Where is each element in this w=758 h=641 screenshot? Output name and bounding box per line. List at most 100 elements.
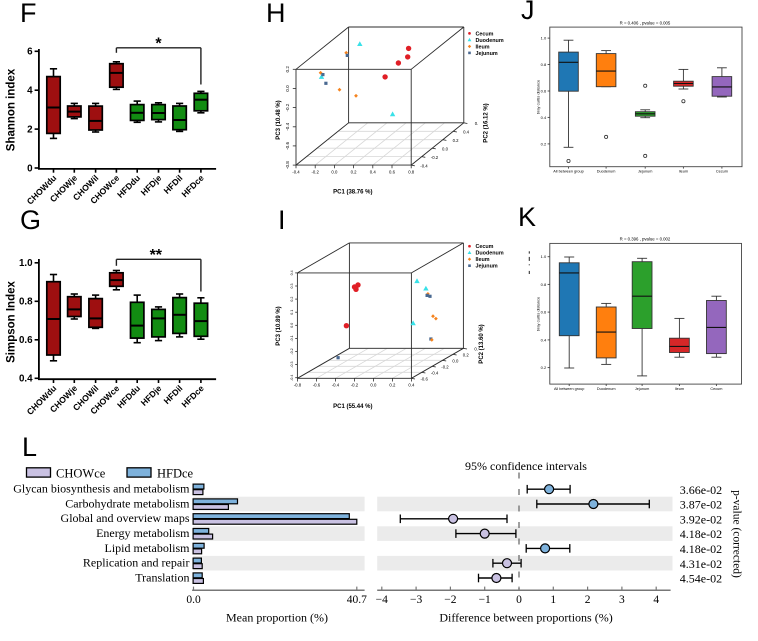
svg-text:0: 0 [516, 594, 522, 606]
svg-text:-0.2: -0.2 [431, 155, 439, 160]
svg-text:-0.4: -0.4 [431, 371, 439, 376]
svg-text:−4: −4 [376, 594, 388, 606]
svg-text:PC3 (10.48 %): PC3 (10.48 %) [276, 100, 282, 139]
svg-text:Carbohydrate metabolism: Carbohydrate metabolism [65, 496, 190, 510]
svg-text:-0.8: -0.8 [294, 383, 302, 388]
svg-text:Energy metabolism: Energy metabolism [96, 526, 190, 540]
svg-text:L: L [22, 432, 37, 462]
svg-text:I: I [278, 205, 286, 235]
svg-text:-0.3: -0.3 [290, 361, 294, 367]
svg-text:0.4: 0.4 [19, 374, 33, 385]
svg-text:-0.2: -0.2 [285, 103, 290, 111]
svg-text:Duodenum: Duodenum [476, 38, 504, 44]
svg-text:1.0: 1.0 [541, 254, 547, 259]
svg-text:2: 2 [27, 125, 33, 136]
svg-text:All between group: All between group [554, 387, 584, 391]
svg-text:HFDje: HFDje [139, 173, 164, 198]
svg-text:Jejunum: Jejunum [476, 51, 498, 57]
svg-text:HFDje: HFDje [139, 383, 164, 408]
svg-text:0.4: 0.4 [290, 270, 294, 275]
svg-text:4.18e-02: 4.18e-02 [680, 527, 722, 541]
svg-text:1: 1 [550, 594, 556, 606]
svg-text:−2: −2 [444, 594, 456, 606]
svg-text:0.2: 0.2 [389, 383, 396, 388]
svg-text:0.0: 0.0 [290, 323, 294, 328]
svg-text:*: * [155, 36, 162, 53]
svg-text:HFDce: HFDce [157, 467, 194, 481]
svg-text:Duodenum: Duodenum [476, 251, 504, 257]
svg-text:0.6: 0.6 [389, 169, 396, 174]
svg-text:0.6: 0.6 [541, 310, 547, 315]
svg-text:3.66e-02: 3.66e-02 [680, 483, 722, 497]
svg-text:0.1: 0.1 [290, 310, 294, 315]
svg-text:Replication and repair: Replication and repair [83, 556, 190, 570]
svg-text:PC2 (16.12 %): PC2 (16.12 %) [484, 103, 490, 142]
svg-text:0.0: 0.0 [285, 85, 290, 92]
svg-text:1.0: 1.0 [541, 36, 547, 41]
svg-text:Duodenum: Duodenum [597, 387, 616, 391]
svg-text:-0.2: -0.2 [441, 365, 449, 370]
svg-text:0.2: 0.2 [453, 138, 460, 143]
svg-text:Simpson Index: Simpson Index [6, 281, 18, 363]
svg-text:0.2: 0.2 [285, 66, 290, 73]
svg-text:G: G [20, 205, 41, 235]
svg-text:K: K [518, 202, 536, 232]
svg-text:4.54e-02: 4.54e-02 [680, 572, 722, 586]
svg-text:0.4: 0.4 [541, 337, 547, 342]
svg-text:0.0: 0.0 [370, 383, 377, 388]
svg-text:Glycan biosynthesis and metabo: Glycan biosynthesis and metabolism [13, 482, 190, 496]
svg-text:4.18e-02: 4.18e-02 [680, 542, 722, 556]
svg-text:HFDdu: HFDdu [115, 173, 142, 200]
svg-text:bray curtis distance: bray curtis distance [536, 79, 541, 114]
svg-text:R = 0.406 , pvalue = 0.005: R = 0.406 , pvalue = 0.005 [620, 20, 671, 25]
svg-text:4.31e-02: 4.31e-02 [680, 557, 722, 571]
svg-text:-0.4: -0.4 [332, 383, 340, 388]
svg-text:HFDce: HFDce [179, 173, 205, 199]
svg-text:Ileum: Ileum [675, 387, 684, 391]
svg-text:Lipid metabolism: Lipid metabolism [105, 541, 191, 555]
svg-text:0.3: 0.3 [290, 284, 294, 289]
svg-text:Cecum: Cecum [710, 387, 722, 391]
svg-text:PC2 (13.60 %): PC2 (13.60 %) [479, 324, 485, 363]
svg-text:-0.6: -0.6 [420, 377, 428, 382]
svg-text:4: 4 [653, 594, 659, 606]
svg-text:HFDdu: HFDdu [115, 383, 142, 410]
svg-text:PC1 (38.76 %): PC1 (38.76 %) [333, 190, 372, 196]
svg-text:0.4: 0.4 [370, 169, 377, 174]
svg-text:0.4: 0.4 [463, 130, 470, 135]
svg-text:-0.2: -0.2 [351, 383, 359, 388]
svg-text:Mean proportion (%): Mean proportion (%) [226, 611, 328, 625]
svg-text:0.4: 0.4 [541, 115, 547, 120]
svg-text:-0.2: -0.2 [290, 348, 294, 354]
svg-text:95% confidence intervals: 95% confidence intervals [465, 459, 587, 473]
svg-text:-0.4: -0.4 [292, 169, 300, 174]
svg-text:Global and overview maps: Global and overview maps [61, 511, 190, 525]
svg-text:0.2: 0.2 [541, 365, 547, 370]
svg-text:Cecum: Cecum [476, 244, 494, 250]
svg-text:2: 2 [585, 594, 591, 606]
svg-text:-0.8: -0.8 [285, 161, 290, 169]
svg-text:Ileum: Ileum [679, 170, 688, 174]
svg-text:-0.4: -0.4 [290, 375, 294, 381]
svg-text:CHOWce: CHOWce [56, 467, 106, 481]
svg-text:0.2: 0.2 [463, 353, 470, 358]
svg-text:0.0: 0.0 [452, 359, 459, 364]
svg-text:0.6: 0.6 [19, 335, 33, 346]
svg-text:6: 6 [27, 47, 33, 58]
svg-text:4: 4 [27, 86, 33, 97]
svg-text:Translation: Translation [135, 570, 189, 584]
svg-text:0.8: 0.8 [541, 282, 547, 287]
svg-text:**: ** [150, 247, 163, 264]
svg-text:0.2: 0.2 [351, 169, 358, 174]
svg-text:0.4: 0.4 [408, 383, 415, 388]
svg-text:Jejunum: Jejunum [635, 387, 649, 391]
svg-text:All between group: All between group [553, 170, 583, 174]
svg-text:0.: 0. [474, 347, 478, 352]
svg-text:3.87e-02: 3.87e-02 [680, 498, 722, 512]
svg-text:Cecum: Cecum [716, 170, 728, 174]
svg-text:PC3 (10.89 %): PC3 (10.89 %) [276, 306, 282, 345]
svg-text:Jejunum: Jejunum [476, 264, 498, 270]
svg-text:-0.2: -0.2 [311, 169, 319, 174]
svg-text:-0.6: -0.6 [313, 383, 321, 388]
svg-text:1.0: 1.0 [19, 258, 33, 269]
